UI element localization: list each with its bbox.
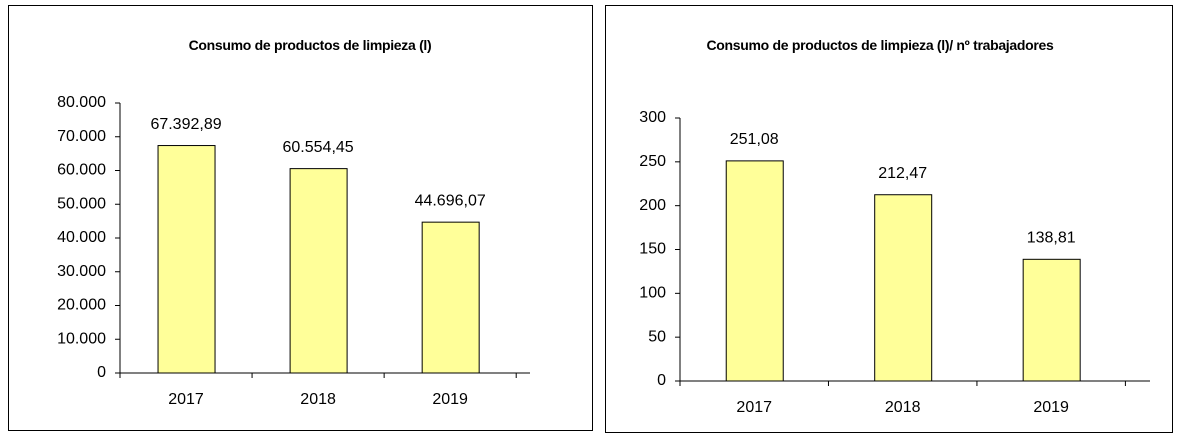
chart-title: Consumo de productos de limpieza (l) (188, 37, 432, 53)
x-tick-label: 2017 (168, 391, 204, 408)
bar (874, 194, 933, 382)
y-tick-label: 50 (648, 328, 666, 345)
bar (1022, 258, 1081, 382)
y-tick-label: 80.000 (57, 94, 106, 111)
y-tick-label: 70.000 (57, 128, 106, 145)
y-tick-label: 40.000 (57, 229, 106, 246)
y-tick-label: 200 (639, 197, 666, 214)
x-tick-label: 2018 (885, 399, 921, 416)
y-tick-label: 150 (639, 241, 666, 258)
y-tick-label: 60.000 (57, 162, 106, 179)
x-tick-label: 2019 (1033, 399, 1069, 416)
chart-title: Consumo de productos de limpieza (l)/ nº… (706, 37, 1054, 53)
y-tick-label: 0 (657, 372, 666, 389)
value-label: 44.696,07 (415, 192, 486, 209)
x-tick-label: 2019 (432, 391, 468, 408)
y-tick-label: 300 (639, 109, 666, 126)
bar (421, 221, 480, 374)
y-tick-label: 0 (97, 364, 106, 381)
bar (289, 168, 348, 374)
value-label: 60.554,45 (283, 139, 354, 156)
value-label: 251,08 (730, 131, 779, 148)
bar (157, 145, 216, 374)
value-label: 138,81 (1027, 230, 1076, 247)
bar (725, 160, 784, 382)
y-tick-label: 250 (639, 153, 666, 170)
value-label: 67.392,89 (150, 116, 221, 133)
x-tick-label: 2017 (736, 399, 772, 416)
value-label: 212,47 (878, 165, 927, 182)
x-tick-label: 2018 (300, 391, 336, 408)
y-tick-label: 30.000 (57, 263, 106, 280)
y-tick-label: 10.000 (57, 330, 106, 347)
y-tick-label: 50.000 (57, 195, 106, 212)
y-tick-label: 100 (639, 285, 666, 302)
y-tick-label: 20.000 (57, 297, 106, 314)
